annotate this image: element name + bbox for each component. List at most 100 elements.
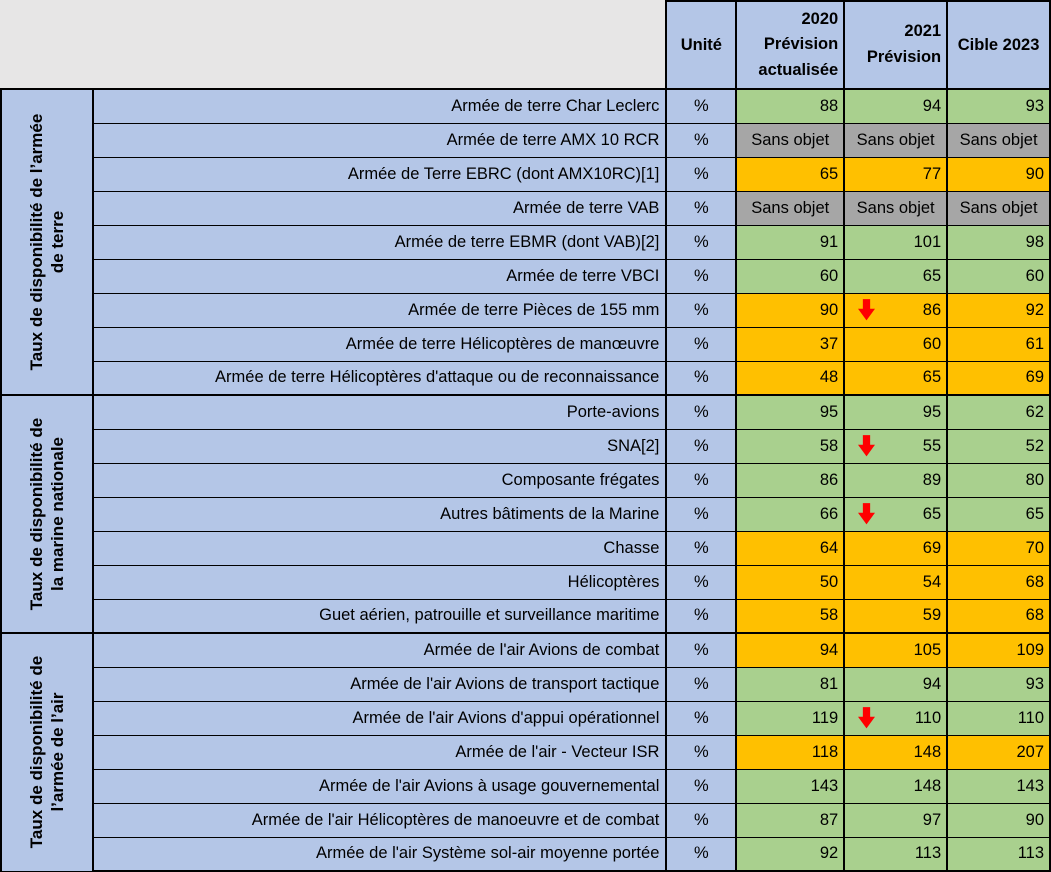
cell-value: 118 <box>811 742 839 761</box>
value-cible-2023: 52 <box>946 428 1051 464</box>
cell-value: 50 <box>819 572 839 591</box>
cell-value: 89 <box>922 470 942 489</box>
cell-value: 59 <box>922 606 942 625</box>
cell-value: 90 <box>819 300 839 319</box>
cell-value: Sans objet <box>959 198 1038 217</box>
row-label: Armée de terre Pièces de 155 mm <box>91 292 668 328</box>
cell-value: 95 <box>922 402 942 421</box>
cell-value: Sans objet <box>751 198 830 217</box>
unit-cell: % <box>665 326 738 362</box>
value-2021: 55 <box>843 428 949 464</box>
value-cible-2023: 62 <box>946 394 1051 430</box>
value-cible-2023: 113 <box>946 836 1051 872</box>
row-label: Armée de l'air Système sol-air moyenne p… <box>91 836 668 872</box>
cell-value: 105 <box>913 640 942 659</box>
value-2020: 94 <box>735 632 846 668</box>
row-label: Armée de l'air Avions de combat <box>91 632 668 668</box>
header-cible-2023: Cible 2023 <box>946 0 1051 90</box>
table-row: Chasse% 64 69 70 <box>1 530 1051 566</box>
value-2021: 101 <box>843 224 949 260</box>
table-row: Armée de l'air Système sol-air moyenne p… <box>1 836 1051 872</box>
cell-value: 80 <box>1025 470 1044 489</box>
cell-value: 60 <box>922 334 942 353</box>
table-row: Guet aérien, patrouille et surveillance … <box>1 598 1051 634</box>
value-2021: 95 <box>843 394 949 430</box>
unit-cell: % <box>665 632 738 668</box>
value-2020: 37 <box>735 326 846 362</box>
group-label: Taux de disponibilité de la marine natio… <box>0 394 94 634</box>
unit-cell: % <box>665 122 738 158</box>
table-row: Armée de terre AMX 10 RCR% Sans objet Sans… <box>1 122 1051 158</box>
value-cible-2023: 109 <box>946 632 1051 668</box>
value-2020: 95 <box>735 394 846 430</box>
table-row: Armée de terre EBMR (dont VAB)[2]% 91 101 9… <box>1 224 1051 260</box>
cell-value: Sans objet <box>959 130 1038 149</box>
cell-value: 68 <box>1025 606 1044 625</box>
cell-value: 92 <box>819 844 839 863</box>
unit-cell: % <box>665 768 738 804</box>
table-row: Armée de terre VBCI% 60 65 60 <box>1 258 1051 294</box>
cell-value: 69 <box>1025 368 1044 387</box>
cell-value: 66 <box>819 504 839 523</box>
down-arrow-icon <box>858 502 876 526</box>
row-label: Hélicoptères <box>91 564 668 600</box>
table-row: Armée de terre Pièces de 155 mm% 90 86 92 <box>1 292 1051 328</box>
cell-value: 94 <box>819 640 839 659</box>
row-label: Composante frégates <box>91 462 668 498</box>
unit-cell: % <box>665 224 738 260</box>
table-row: Taux de disponibilité de la marine natio… <box>0 394 1051 634</box>
cell-value: 90 <box>1025 164 1044 183</box>
unit-cell: % <box>665 462 738 498</box>
value-cible-2023: 69 <box>946 360 1051 396</box>
value-cible-2023: 98 <box>946 224 1051 260</box>
cell-value: 90 <box>1025 810 1044 829</box>
cell-value: 110 <box>1017 708 1044 727</box>
value-2020: 81 <box>735 666 846 702</box>
value-2021: 94 <box>843 666 949 702</box>
down-arrow-icon <box>858 434 876 458</box>
cell-value: 65 <box>922 504 942 523</box>
value-2020: 88 <box>735 88 846 124</box>
table-row: Armée de terre Hélicoptères de manœuvre%… <box>1 326 1051 362</box>
value-2021: 65 <box>843 360 949 396</box>
value-2020: 58 <box>735 428 846 464</box>
header-row: Unité 2020 Prévision actualisée 2021 Pré… <box>0 0 1051 90</box>
value-2020: 66 <box>735 496 846 532</box>
unit-cell: % <box>665 394 738 430</box>
value-2021: 89 <box>843 462 949 498</box>
row-label: Armée de l'air Avions à usage gouverneme… <box>91 768 668 804</box>
value-cible-2023: 60 <box>946 258 1051 294</box>
value-2021: 113 <box>843 836 949 872</box>
cell-value: 65 <box>819 164 839 183</box>
cell-value: 52 <box>1025 436 1044 455</box>
value-cible-2023: 143 <box>946 768 1051 804</box>
header-corner-blank <box>0 0 668 90</box>
value-2021: 97 <box>843 802 949 838</box>
unit-cell: % <box>665 564 738 600</box>
cell-value: 95 <box>819 402 839 421</box>
value-2020: 92 <box>735 836 846 872</box>
cell-value: 91 <box>819 232 839 251</box>
value-cible-2023: 90 <box>946 802 1051 838</box>
value-2021: 65 <box>843 496 949 532</box>
cell-value: 148 <box>913 742 942 761</box>
row-label: Armée de terre EBMR (dont VAB)[2] <box>91 224 668 260</box>
down-arrow-icon <box>858 706 876 730</box>
table-row: Armée de l'air Hélicoptères de manoeuvre… <box>1 802 1051 838</box>
unit-cell: % <box>665 258 738 294</box>
value-2021: Sans objet <box>843 190 949 226</box>
value-cible-2023: 80 <box>946 462 1051 498</box>
cell-value: 70 <box>1025 538 1044 557</box>
value-2020: Sans objet <box>735 122 846 158</box>
value-cible-2023: 93 <box>946 666 1051 702</box>
table-row: Autres bâtiments de la Marine% 66 65 65 <box>1 496 1051 532</box>
row-label: Armée de l'air Hélicoptères de manoeuvre… <box>91 802 668 838</box>
unit-cell: % <box>665 292 738 328</box>
cell-value: 61 <box>1025 334 1044 353</box>
row-label: Chasse <box>91 530 668 566</box>
value-2021: 77 <box>843 156 949 192</box>
value-cible-2023: 61 <box>946 326 1051 362</box>
unit-cell: % <box>665 700 738 736</box>
cell-value: 92 <box>1025 300 1044 319</box>
table-row: Armée de l'air Avions à usage gouverneme… <box>1 768 1051 804</box>
